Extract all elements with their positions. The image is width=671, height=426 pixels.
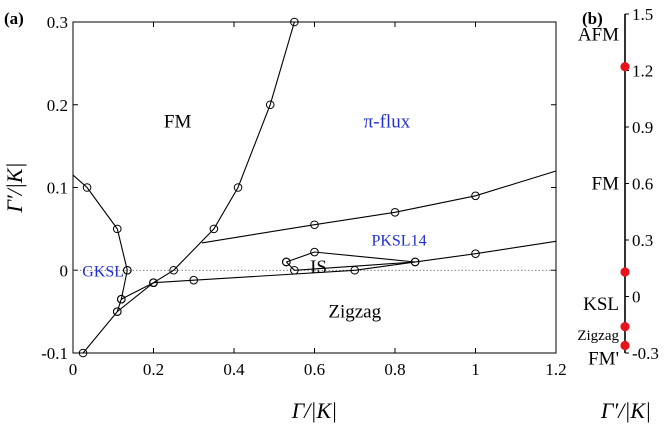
y-tick-label-b: 0.6 [632,175,653,194]
boundary-point [410,257,420,267]
x-axis-label-a: Γ/|K| [291,398,337,423]
y-axis-label-a: Γ′/|K| [2,162,27,213]
boundary-point [112,307,122,316]
region-label: FM [164,111,192,132]
y-tick-label-b: 0.3 [632,231,653,250]
panel-b: -0.3 0 0.3 0.6 0.9 1.2 1.5 AFM FM KSL Zigzag FM' (b)… [577,5,659,423]
x-tick-label-a: 1 [471,360,480,379]
region-label: π-flux [364,111,411,132]
boundary-point [82,183,92,192]
x-tick-label-a: 0.2 [143,360,164,379]
transition-point [620,340,630,351]
transition-point [620,322,630,332]
x-axis-label-b: Γ′/|K| [600,398,651,423]
boundary-point [233,183,243,192]
boundary-point [390,208,400,217]
panel-label-a: (a) [4,9,24,28]
phase-boundary-line [121,282,154,300]
boundary-point [189,275,199,285]
transition-point [620,62,630,72]
boundary-point [123,265,132,275]
y-tick-label-a: 0.2 [47,96,68,115]
boundary-point [209,224,219,234]
region-label-b: FM [592,174,620,195]
panel-a: 0 0.2 0.4 0.6 0.8 1 1.2-0.100.10.20.3FM π-fluxP… [2,9,567,423]
boundary-point [310,247,319,257]
boundary-point [169,265,178,275]
region-label: PKSL14 [371,233,426,250]
boundary-point [117,294,126,304]
transition-point [620,267,630,277]
plot-frame-a [72,21,557,354]
boundary-point [112,224,122,234]
x-tick-label-a: 0.6 [304,360,325,379]
y-tick-label-a: 0 [60,261,69,280]
y-tick-label-a: 0.3 [47,13,68,32]
phase-boundary-line [72,174,128,271]
region-label: IS [310,257,327,278]
boundary-point [471,249,480,258]
x-tick-label-a: 0 [69,360,78,379]
y-tick-label-a: 0.1 [47,179,68,198]
boundary-point [310,220,319,230]
region-label-b: FM' [588,349,619,370]
boundary-point [149,278,158,287]
region-label: GKSL [82,263,124,280]
y-tick-label-b: 0.9 [632,118,653,137]
phase-boundary-line [153,240,557,284]
boundary-point [471,191,480,201]
region-label-b: KSL [583,294,619,315]
x-tick-label-a: 0.4 [223,360,245,379]
y-tick-label-b: 1.2 [632,62,653,81]
boundary-point [265,100,275,110]
region-label-b: Zigzag [577,328,619,344]
phase-boundary-line [286,251,416,263]
boundary-point [290,265,299,275]
phase-boundary-line [82,21,295,354]
x-tick-label-a: 1.2 [545,360,566,379]
y-tick-label-b: 0 [632,288,641,307]
x-tick-label-a: 0.8 [384,360,405,379]
y-tick-label-b: -0.3 [632,344,659,363]
boundary-point [282,257,291,267]
region-label: Zigzag [328,302,381,323]
phase-boundary-line [201,170,557,244]
y-tick-label-a: -0.1 [41,344,68,363]
y-tick-label-b: 1.5 [632,5,653,24]
boundary-point [290,17,299,27]
boundary-point [78,348,88,358]
panel-label-b: (b) [582,9,603,28]
region-label-b: AFM [578,25,619,46]
